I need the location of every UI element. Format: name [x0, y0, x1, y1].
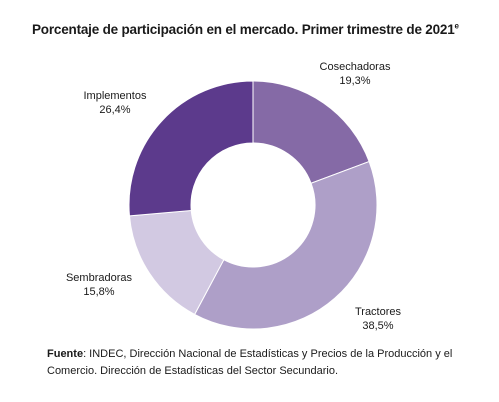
slice-label-sembradoras-value: 15,8% — [83, 286, 115, 298]
slice-label-implementos-value: 26,4% — [99, 104, 131, 116]
slice-label-tractores-name: Tractores — [354, 306, 402, 318]
source-note: Fuente: INDEC, Dirección Nacional de Est… — [47, 346, 477, 380]
slice-label-sembradoras: Sembradoras 15,8% — [54, 271, 144, 299]
slice-label-tractores-value: 38,5% — [362, 320, 394, 332]
source-label: Fuente — [47, 348, 84, 360]
slice-label-sembradoras-name: Sembradoras — [65, 272, 133, 284]
slice-label-implementos-name: Implementos — [83, 90, 147, 102]
slice-label-implementos: Implementos 26,4% — [70, 89, 160, 117]
slice-label-tractores: Tractores 38,5% — [333, 305, 423, 333]
chart-title-text: Porcentaje de participación en el mercad… — [32, 22, 455, 37]
donut-slice-implementos — [128, 80, 254, 217]
slice-label-cosechadoras-name: Cosechadoras — [319, 61, 391, 73]
source-text: : INDEC, Dirección Nacional de Estadísti… — [47, 348, 453, 377]
donut-slice-tractores — [193, 160, 378, 330]
slice-label-cosechadoras-value: 19,3% — [339, 75, 371, 87]
donut-slice-cosechadoras — [252, 80, 370, 184]
slice-label-cosechadoras: Cosechadoras 19,3% — [300, 60, 410, 88]
chart-title-superscript: e — [454, 21, 459, 31]
donut-chart — [128, 80, 378, 330]
chart-title: Porcentaje de participación en el mercad… — [32, 22, 459, 37]
